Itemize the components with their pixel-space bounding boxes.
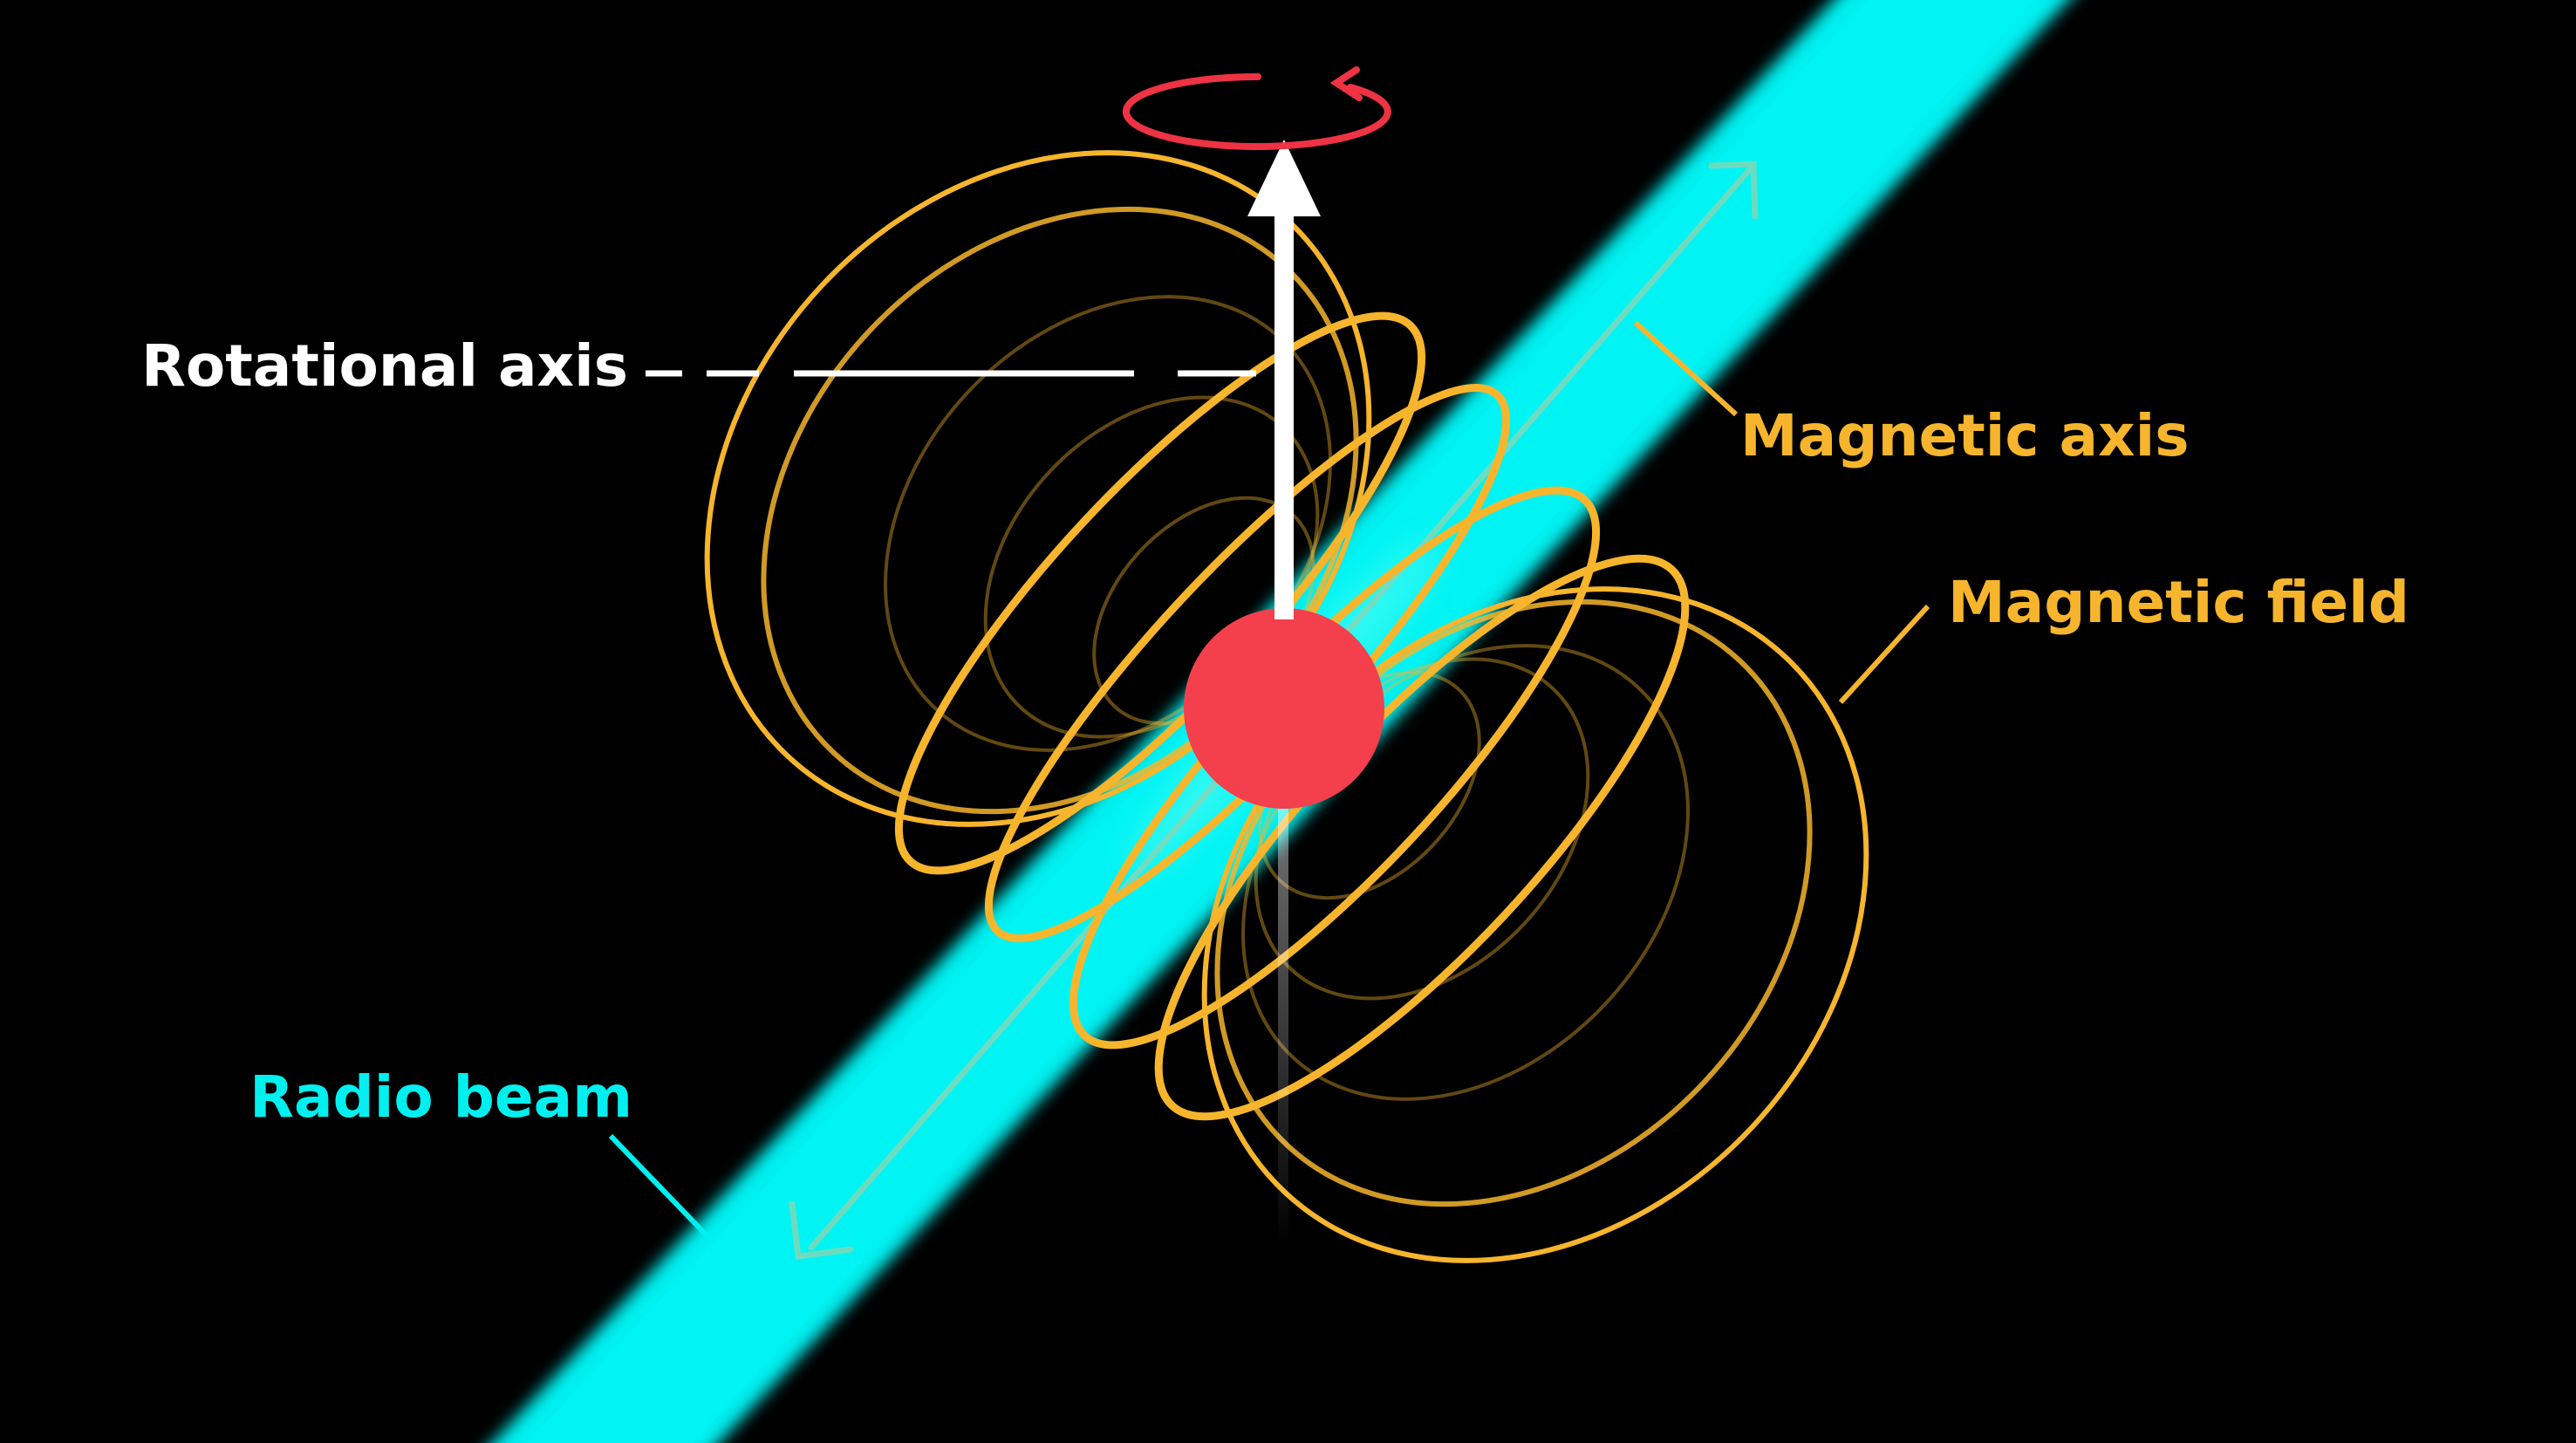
- radio-beam-label: Radio beam: [249, 1063, 632, 1131]
- magnetic-axis-leader: [1633, 320, 1739, 417]
- magnetic-field-leader: [1838, 604, 1930, 705]
- rotational-axis-label: Rotational axis: [141, 332, 628, 400]
- radio-beam-leader: [608, 1133, 711, 1240]
- rotational-axis-arrow: [1247, 140, 1321, 619]
- rotational-axis-lower: [1278, 715, 1288, 1248]
- magnetic-field-label: Magnetic field: [1948, 569, 2409, 636]
- neutron-star: [1184, 608, 1384, 809]
- circular-arrow-icon: [1122, 66, 1391, 150]
- magnetic-axis-label: Magnetic axis: [1740, 402, 2190, 469]
